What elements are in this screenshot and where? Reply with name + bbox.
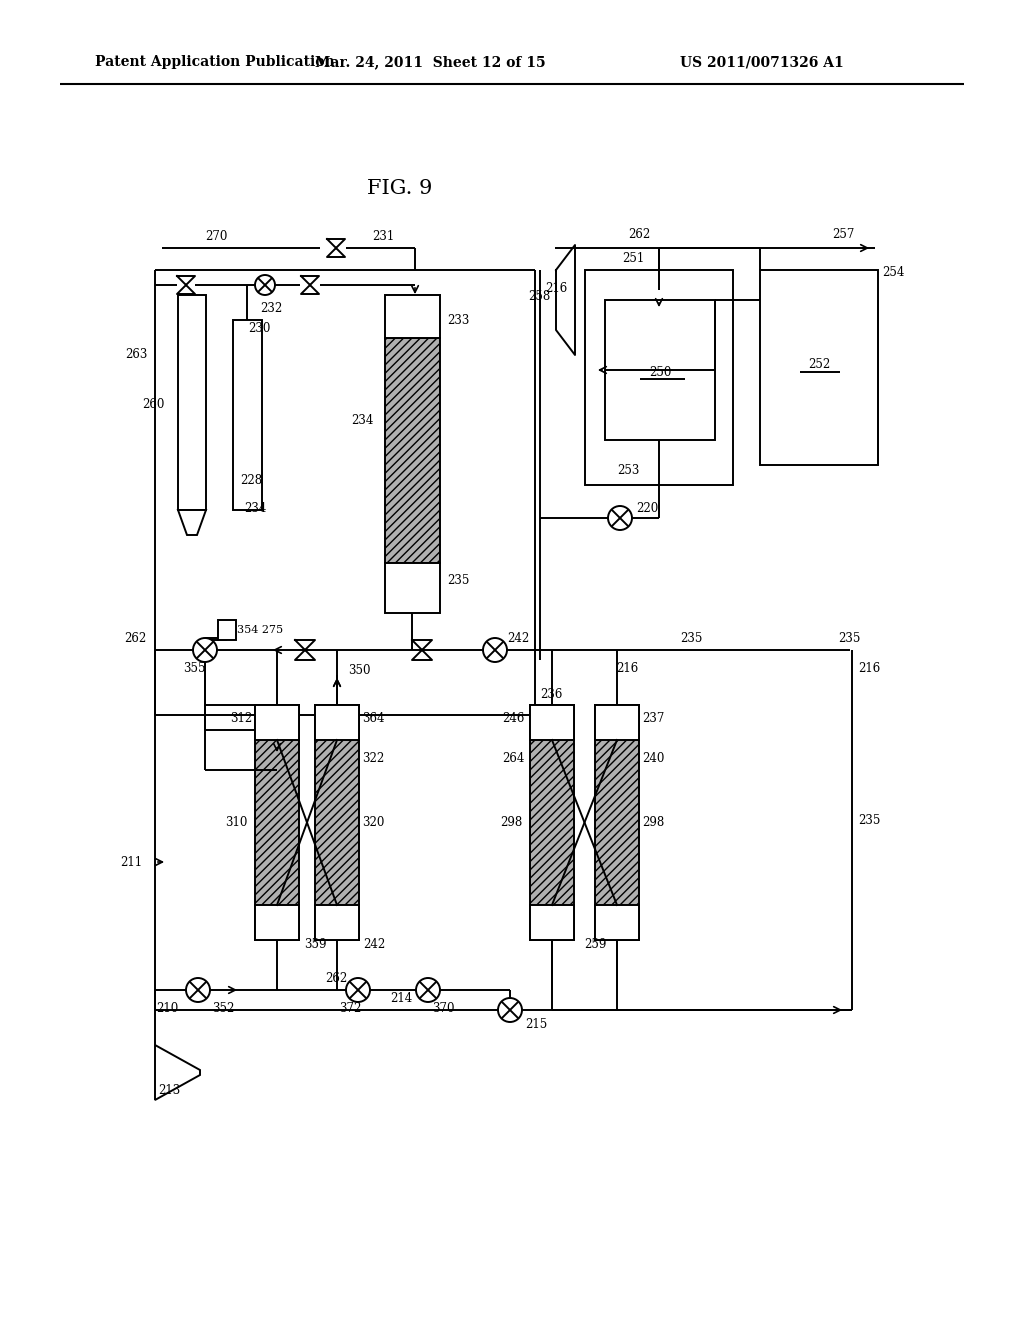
Text: 228: 228 [240,474,262,487]
Text: 260: 260 [142,399,165,412]
Text: Mar. 24, 2011  Sheet 12 of 15: Mar. 24, 2011 Sheet 12 of 15 [314,55,546,69]
Bar [595,705,639,741]
Text: 258: 258 [528,289,550,302]
Text: 251: 251 [622,252,644,265]
Text: 210: 210 [156,1002,178,1015]
Circle shape [483,638,507,663]
Bar [595,906,639,940]
Text: 230: 230 [248,322,270,334]
Bar [178,294,206,510]
Bar [255,705,299,741]
Text: US 2011/0071326 A1: US 2011/0071326 A1 [680,55,844,69]
Text: 355: 355 [183,661,206,675]
Text: 364: 364 [362,711,384,725]
Text: 232: 232 [260,301,283,314]
Text: 264: 264 [503,751,525,764]
Bar [530,906,574,940]
Text: 254: 254 [882,265,904,279]
Text: 350: 350 [348,664,371,676]
Polygon shape [178,510,206,535]
Text: 262: 262 [325,972,347,985]
Text: 216: 216 [858,661,881,675]
Bar [315,906,359,940]
Bar [385,338,440,564]
Text: 250: 250 [649,366,671,379]
Text: 257: 257 [831,228,854,242]
Bar [605,300,715,440]
Text: 322: 322 [362,751,384,764]
Text: 320: 320 [362,816,384,829]
Text: 242: 242 [507,631,529,644]
Text: 262: 262 [628,228,650,242]
Circle shape [193,638,217,663]
Text: 220: 220 [636,502,658,515]
Text: 242: 242 [362,939,385,952]
Text: 354 275: 354 275 [237,624,283,635]
Text: 372: 372 [339,1002,361,1015]
Bar [255,906,299,940]
Text: 211: 211 [120,855,142,869]
Text: 216: 216 [545,281,567,294]
Bar [530,705,574,940]
Bar [595,705,639,940]
Text: 235: 235 [838,631,860,644]
Text: 213: 213 [158,1084,180,1097]
Bar [585,271,733,484]
Bar [760,271,878,465]
Text: 215: 215 [525,1019,547,1031]
Text: Patent Application Publication: Patent Application Publication [95,55,335,69]
Circle shape [498,998,522,1022]
Circle shape [186,978,210,1002]
Text: 253: 253 [617,463,640,477]
Bar [233,319,262,510]
Text: 352: 352 [212,1002,234,1015]
Text: 233: 233 [447,314,469,326]
Text: 370: 370 [432,1002,455,1015]
Text: 236: 236 [540,688,562,701]
Text: FIG. 9: FIG. 9 [368,178,433,198]
Text: 235: 235 [858,813,881,826]
Text: 262: 262 [124,631,146,644]
Text: 263: 263 [126,348,148,362]
Text: 235: 235 [447,573,469,586]
Text: 252: 252 [808,359,830,371]
Text: 298: 298 [642,816,665,829]
Circle shape [255,275,275,294]
Text: 231: 231 [372,230,394,243]
Text: 234: 234 [351,413,374,426]
Text: 359: 359 [304,939,327,952]
Polygon shape [155,1045,200,1100]
Bar [385,564,440,612]
Circle shape [346,978,370,1002]
Bar [530,705,574,741]
Text: 214: 214 [390,991,413,1005]
Text: 270: 270 [205,230,227,243]
Text: 235: 235 [680,631,702,644]
Circle shape [416,978,440,1002]
Bar [218,620,236,640]
Text: 237: 237 [642,711,665,725]
Text: 310: 310 [224,816,247,829]
Text: 259: 259 [584,939,606,952]
Bar [255,705,299,940]
Circle shape [608,506,632,531]
Text: 298: 298 [500,816,522,829]
Text: 246: 246 [503,711,525,725]
Text: 312: 312 [229,711,252,725]
Bar [315,705,359,940]
Text: 234: 234 [244,502,266,515]
Text: 216: 216 [616,661,638,675]
Bar [315,705,359,741]
Bar [385,294,440,338]
Text: 240: 240 [642,751,665,764]
